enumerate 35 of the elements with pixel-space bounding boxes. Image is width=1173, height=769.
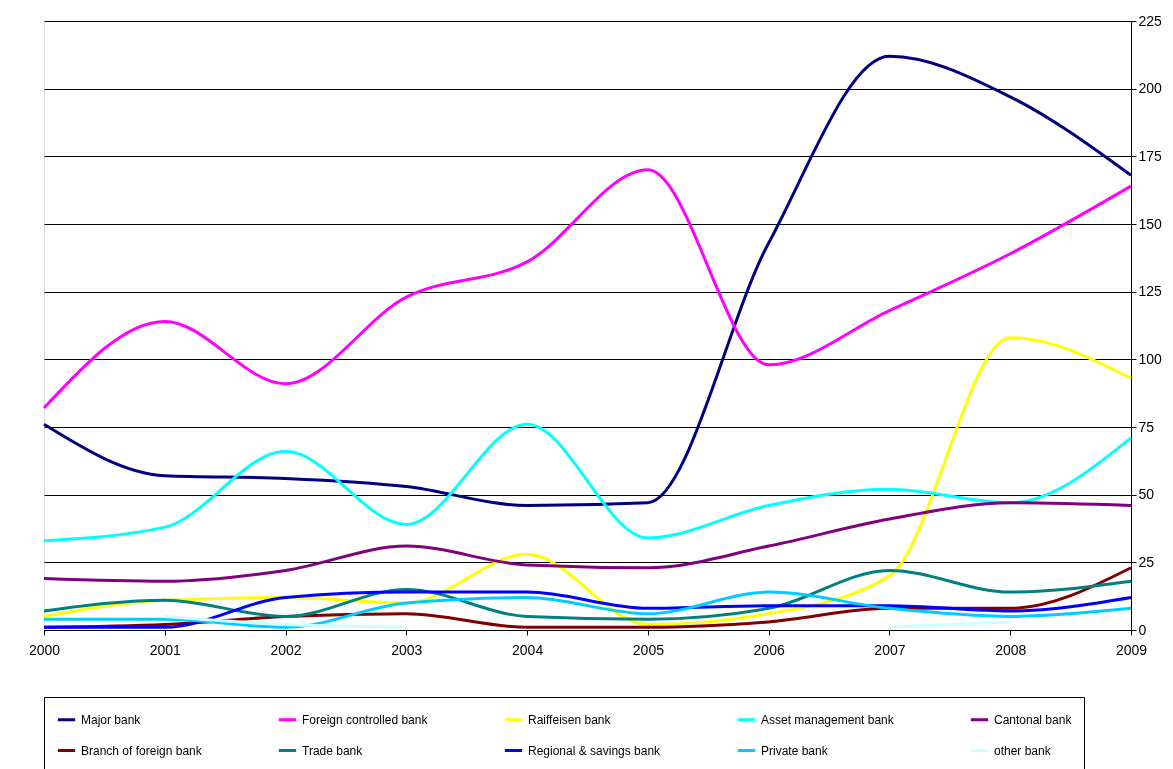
legend-label: other bank <box>994 743 1052 758</box>
legend-label: Major bank <box>81 712 142 727</box>
legend-label: Trade bank <box>302 743 364 758</box>
legend-label: Asset management bank <box>761 712 895 727</box>
legend-label: Cantonal bank <box>994 712 1073 727</box>
legend-label: Branch of foreign bank <box>81 743 203 758</box>
line-series <box>42 422 1133 543</box>
y-tick-label: 0 <box>1138 621 1147 638</box>
x-tick-label: 2006 <box>753 641 785 658</box>
y-tick-label: 100 <box>1138 350 1163 367</box>
x-tick-label: 2008 <box>995 641 1027 658</box>
line-series <box>42 568 1133 621</box>
y-tick-label: 225 <box>1138 12 1163 29</box>
y-tick-label: 50 <box>1138 486 1155 503</box>
y-tick-label: 25 <box>1138 553 1155 570</box>
legend-label: Regional & savings bank <box>528 743 662 758</box>
x-tick-label: 2001 <box>149 641 182 658</box>
line-series <box>42 54 1133 507</box>
x-tick-label: 2009 <box>1115 641 1148 658</box>
y-tick-label: 200 <box>1138 80 1163 97</box>
x-tick-label: 2007 <box>874 641 906 658</box>
y-tick-label: 75 <box>1138 418 1155 435</box>
x-tick-label: 2003 <box>391 641 423 658</box>
legend-label: Raiffeisen bank <box>528 712 612 727</box>
y-tick-label: 150 <box>1138 215 1163 232</box>
legend-label: Private bank <box>761 743 829 758</box>
x-tick-label: 2004 <box>512 641 544 658</box>
legend-label: Foreign controlled bank <box>302 712 429 727</box>
line-series <box>42 168 1133 410</box>
line-series <box>42 501 1133 583</box>
y-tick-label: 175 <box>1138 147 1163 164</box>
x-tick-label: 2005 <box>632 641 665 658</box>
y-tick-label: 125 <box>1138 283 1163 300</box>
x-tick-label: 2002 <box>270 641 302 658</box>
x-tick-label: 2000 <box>28 641 61 658</box>
